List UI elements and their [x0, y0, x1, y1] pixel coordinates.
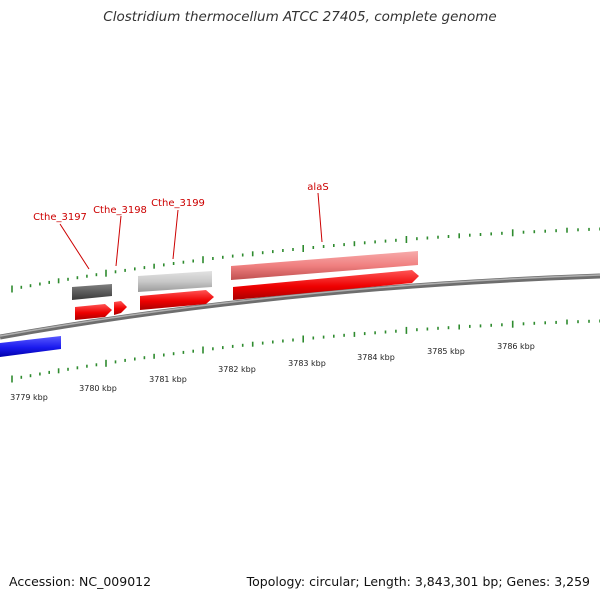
feature-bar-pink[interactable] [231, 251, 418, 280]
accession-text: Accession: NC_009012 [9, 574, 152, 589]
tick-row-outer [11, 227, 600, 293]
genome-summary-text: Topology: circular; Length: 3,843,301 bp… [246, 574, 590, 589]
scale-label: 3783 kbp [288, 359, 326, 368]
gene-arrow-alas[interactable] [233, 270, 419, 300]
genome-backbone [0, 273, 600, 340]
gene-label-alas[interactable]: alaS [307, 182, 328, 193]
gene-label-cthe-3197[interactable]: Cthe_3197 [33, 212, 87, 223]
gene-arrow-cthe-3199[interactable] [140, 290, 214, 310]
scale-label: 3781 kbp [149, 375, 187, 384]
scale-label: 3785 kbp [427, 347, 465, 356]
tick-row-inner [11, 319, 600, 383]
scale-label: 3784 kbp [357, 353, 395, 362]
gene-track [0, 270, 419, 357]
label-line-alas [317, 192, 323, 243]
gene-labels: Cthe_3197 Cthe_3198 Cthe_3199 alaS [33, 182, 329, 223]
map-title: Clostridium thermocellum ATCC 27405, com… [103, 9, 497, 25]
gene-label-lines [59, 192, 323, 270]
label-line-cthe-3199 [172, 209, 179, 260]
gene-arrow-reverse[interactable] [0, 336, 61, 357]
gene-label-cthe-3199[interactable]: Cthe_3199 [151, 198, 205, 209]
label-line-cthe-3198 [115, 215, 122, 267]
scale-labels: 3779 kbp 3780 kbp 3781 kbp 3782 kbp 3783… [10, 342, 535, 402]
feature-bar-light[interactable] [138, 271, 212, 292]
genome-backbone-highlight [0, 274, 600, 337]
scale-label: 3779 kbp [10, 393, 48, 402]
scale-label: 3786 kbp [497, 342, 535, 351]
scale-label: 3782 kbp [218, 365, 256, 374]
feature-bar-dark[interactable] [72, 284, 112, 300]
scale-label: 3780 kbp [79, 384, 117, 393]
gene-label-cthe-3198[interactable]: Cthe_3198 [93, 205, 147, 216]
gene-arrow-cthe-3197[interactable] [75, 304, 112, 320]
gene-arrow-cthe-3198[interactable] [114, 301, 127, 315]
label-line-cthe-3197 [59, 223, 90, 270]
feature-track-upper [72, 251, 418, 300]
